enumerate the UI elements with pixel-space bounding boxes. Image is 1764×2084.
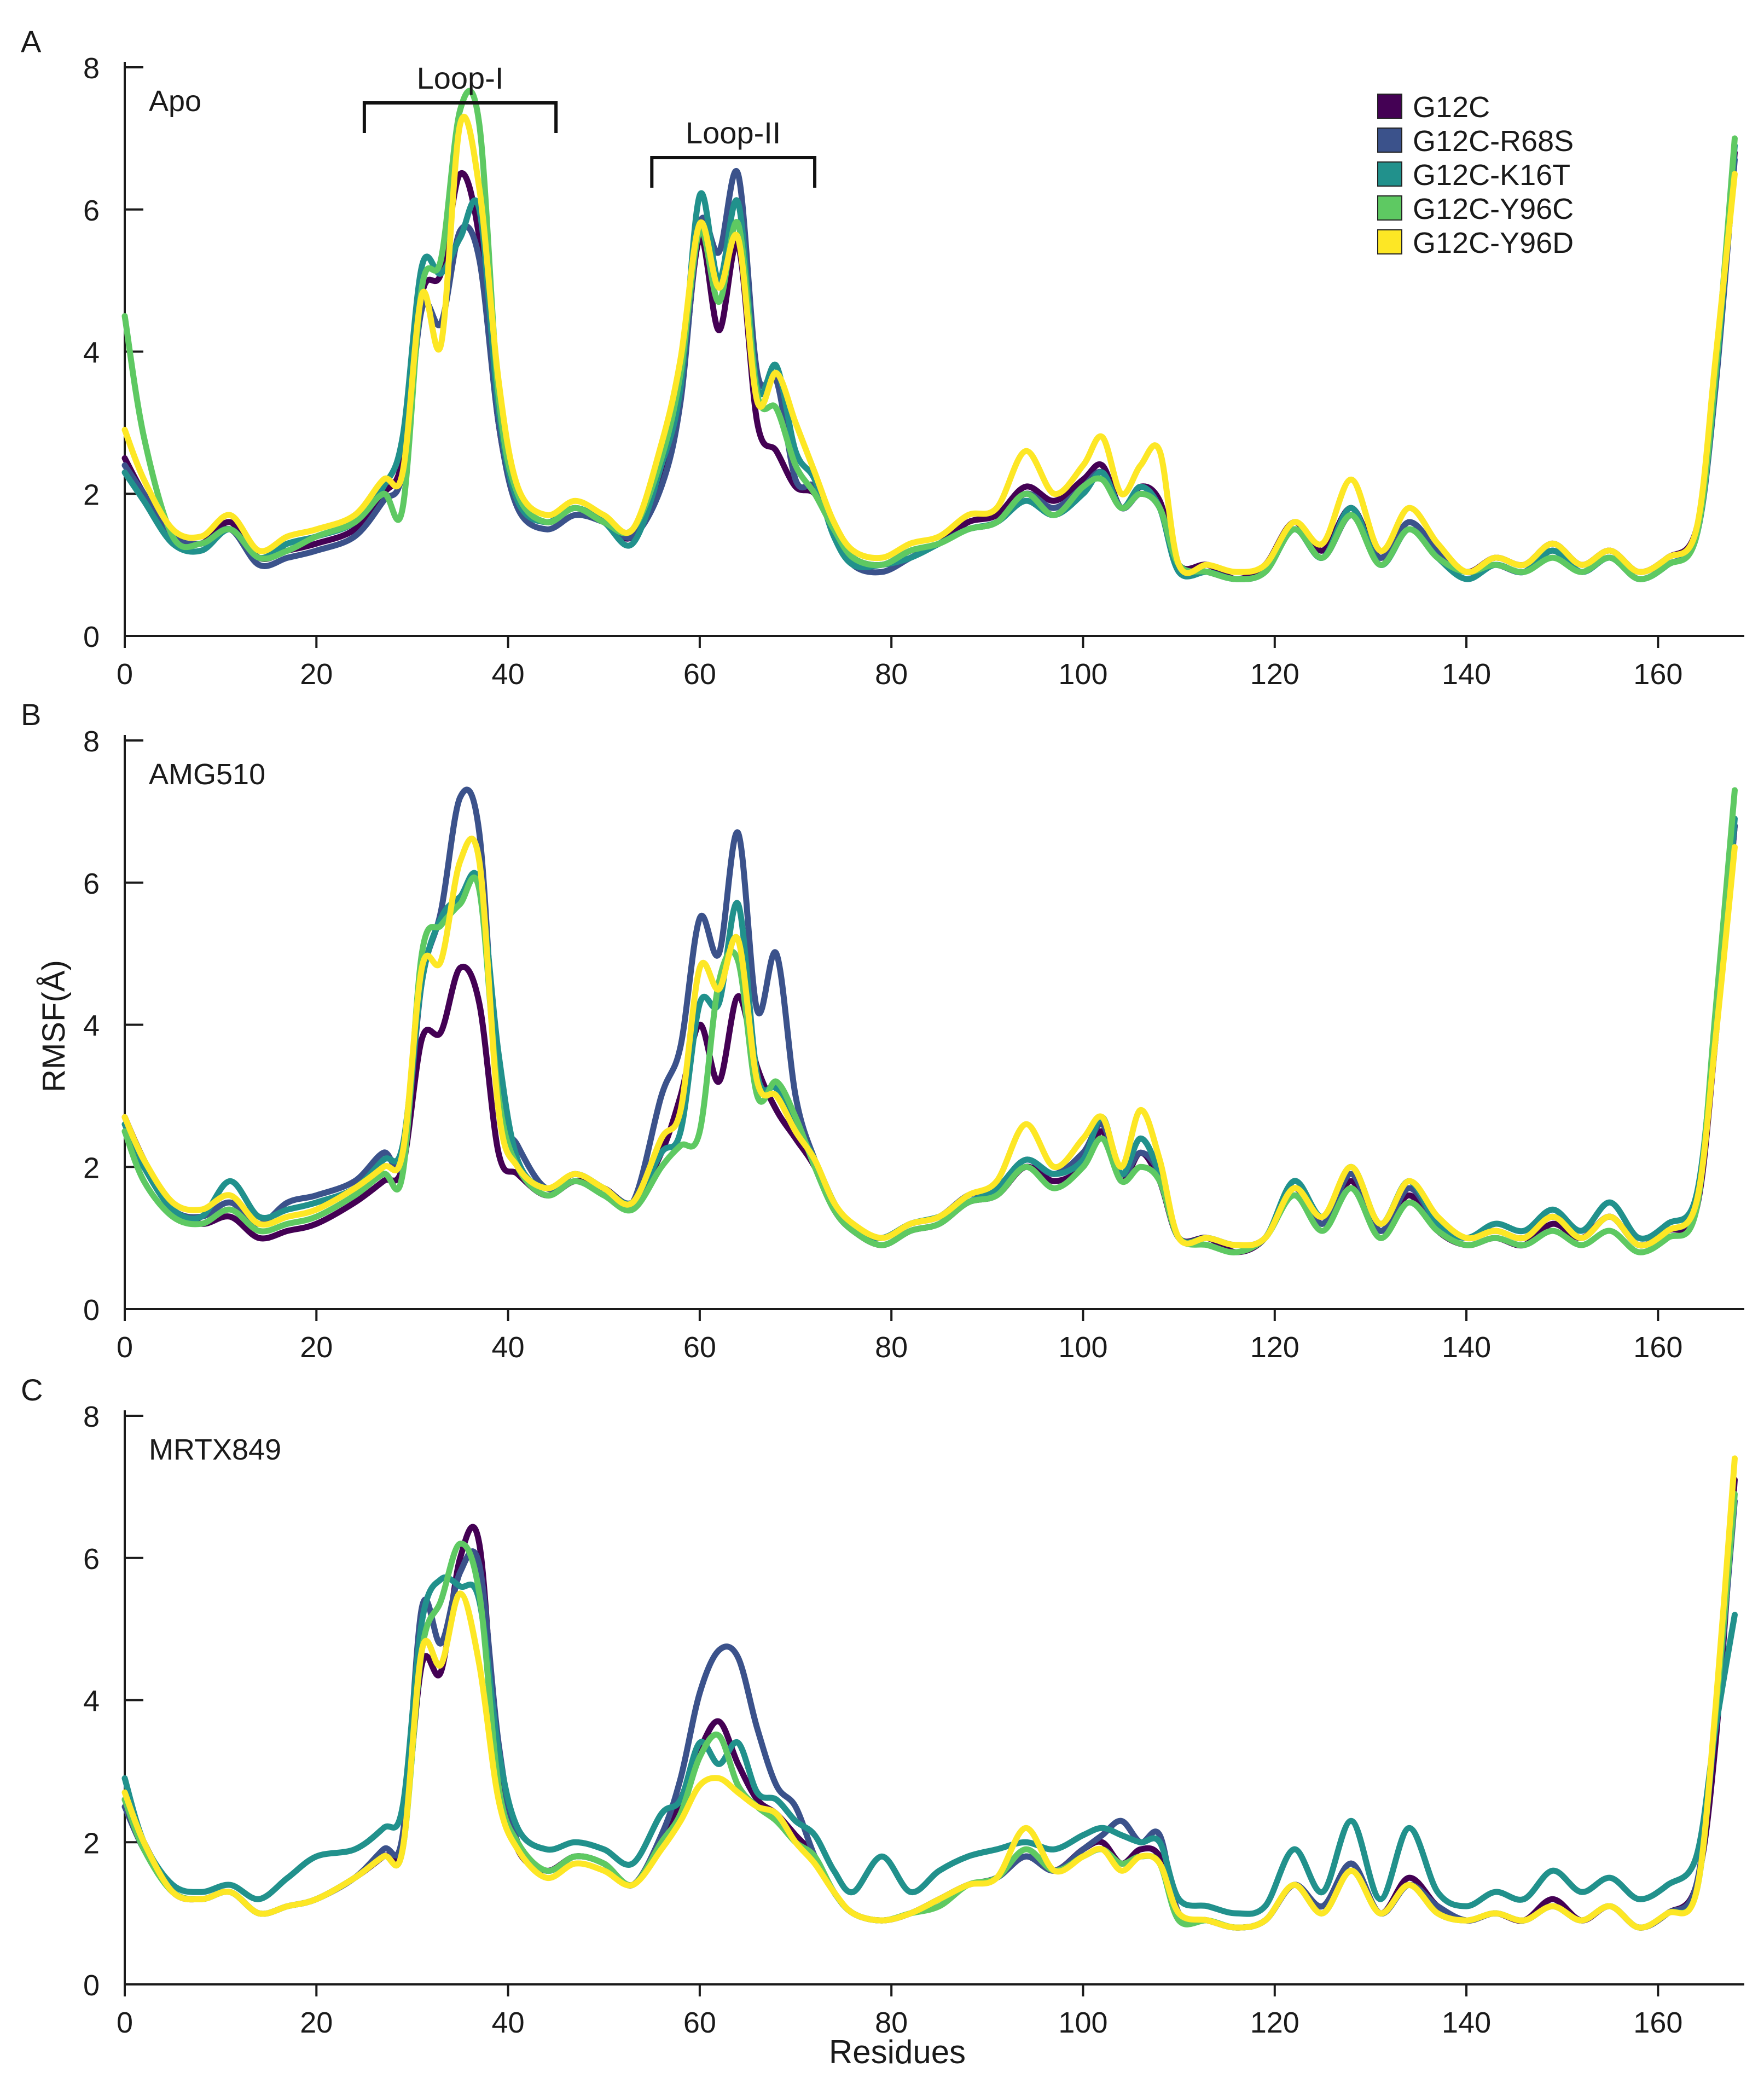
legend-label: G12C-Y96C	[1413, 193, 1574, 225]
loop-bracket	[362, 101, 558, 133]
y-tick-label: 0	[83, 1969, 100, 2002]
series-line-g12c-y96d	[121, 835, 1738, 1249]
x-tick-label: 40	[492, 2006, 525, 2039]
loop-label: Loop-II	[686, 115, 781, 150]
x-tick-label: 20	[300, 2006, 333, 2039]
loop-bracket	[650, 156, 817, 188]
panel-title: MRTX849	[149, 1433, 281, 1466]
panel-label: A	[21, 24, 42, 59]
y-tick-label: 4	[83, 1685, 100, 1718]
panel-label: C	[21, 1373, 43, 1407]
x-tick-label: 100	[1058, 2006, 1107, 2039]
series-line-g12c-y96d	[121, 113, 1738, 576]
legend-swatch	[1377, 94, 1402, 119]
y-tick-label: 8	[83, 52, 100, 85]
series-line-g12c	[121, 1477, 1738, 1931]
legend-label: G12C	[1413, 91, 1490, 124]
x-tick-label: 120	[1250, 658, 1299, 691]
series-line-g12c-y96c	[121, 1491, 1738, 1931]
panel-title: Apo	[149, 85, 201, 118]
y-tick-label: 2	[83, 1827, 100, 1860]
legend-label: G12C-K16T	[1413, 159, 1570, 192]
x-tick-label: 160	[1633, 2006, 1682, 2039]
y-tick-label: 4	[83, 337, 100, 369]
legend-swatch	[1377, 161, 1402, 187]
x-tick-label: 160	[1633, 658, 1682, 691]
y-tick-label: 6	[83, 194, 100, 227]
legend-label: G12C-Y96D	[1413, 227, 1574, 259]
legend-swatch	[1377, 195, 1402, 221]
x-tick-label: 20	[300, 1331, 333, 1364]
x-tick-label: 80	[875, 658, 908, 691]
y-tick-label: 8	[83, 725, 100, 758]
y-tick-label: 0	[83, 1294, 100, 1327]
x-tick-label: 40	[492, 1331, 525, 1364]
x-tick-label: 40	[492, 658, 525, 691]
x-tick-label: 160	[1633, 1331, 1682, 1364]
x-tick-label: 60	[683, 2006, 716, 2039]
series-line-g12c-r68s	[121, 1498, 1738, 1931]
x-tick-label: 100	[1058, 1331, 1107, 1364]
x-tick-label: 140	[1442, 1331, 1491, 1364]
x-tick-label: 120	[1250, 2006, 1299, 2039]
y-tick-label: 8	[83, 1400, 100, 1433]
y-tick-label: 0	[83, 621, 100, 653]
x-tick-label: 120	[1250, 1331, 1299, 1364]
y-tick-label: 6	[83, 1543, 100, 1576]
x-tick-label: 0	[117, 1331, 133, 1364]
x-tick-label: 140	[1442, 2006, 1491, 2039]
y-axis-title: RMSF(Å)	[36, 960, 72, 1092]
y-tick-label: 2	[83, 1151, 100, 1184]
x-tick-label: 0	[117, 2006, 133, 2039]
x-tick-label: 0	[117, 658, 133, 691]
x-tick-label: 60	[683, 658, 716, 691]
x-tick-label: 80	[875, 1331, 908, 1364]
series-line-g12c-y96d	[121, 1455, 1738, 1931]
x-axis-title: Residues	[829, 2034, 966, 2070]
x-tick-label: 140	[1442, 658, 1491, 691]
x-tick-label: 20	[300, 658, 333, 691]
x-tick-label: 80	[875, 2006, 908, 2039]
legend-label: G12C-R68S	[1413, 125, 1574, 158]
y-tick-label: 6	[83, 867, 100, 900]
x-tick-label: 100	[1058, 658, 1107, 691]
legend-swatch	[1377, 128, 1402, 153]
y-tick-label: 2	[83, 478, 100, 511]
legend-swatch	[1377, 229, 1402, 254]
y-tick-label: 4	[83, 1010, 100, 1043]
x-tick-label: 60	[683, 1331, 716, 1364]
panel-title: AMG510	[149, 758, 265, 791]
panel-label: B	[21, 697, 41, 732]
loop-label: Loop-I	[417, 61, 504, 95]
